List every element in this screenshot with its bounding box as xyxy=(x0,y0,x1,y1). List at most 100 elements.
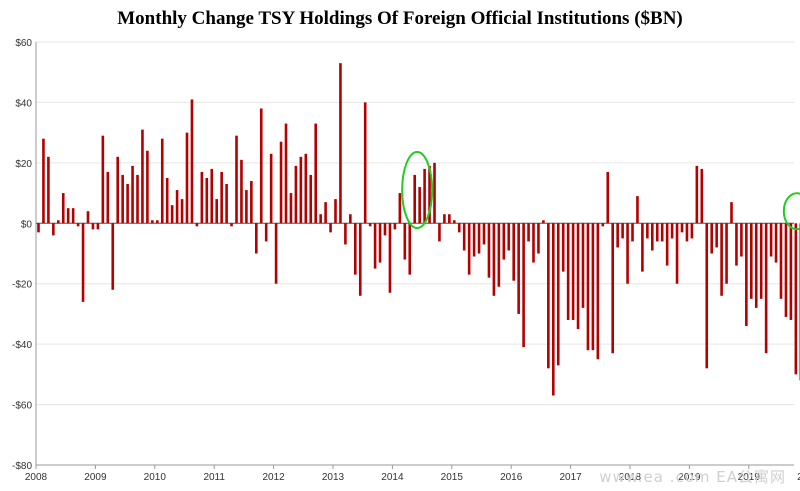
bar xyxy=(66,208,70,224)
x-tick-label: 2015 xyxy=(441,472,464,483)
bar xyxy=(220,171,223,224)
bar xyxy=(665,223,669,266)
bar xyxy=(477,223,481,254)
bar xyxy=(37,223,40,233)
bar xyxy=(621,223,624,239)
bar xyxy=(423,168,426,224)
bar xyxy=(631,223,634,242)
bar xyxy=(195,223,199,227)
bar xyxy=(611,223,614,354)
bar xyxy=(586,223,590,351)
bar xyxy=(373,223,377,269)
bar xyxy=(279,141,283,224)
bar xyxy=(626,223,629,284)
bar xyxy=(264,223,268,242)
bar xyxy=(453,220,456,224)
highlight-ellipse xyxy=(782,192,800,231)
bar xyxy=(571,223,575,320)
bar xyxy=(660,223,664,242)
bar xyxy=(492,223,496,296)
bar xyxy=(309,174,313,224)
bar xyxy=(91,223,95,230)
bar xyxy=(413,174,416,224)
bar xyxy=(319,214,322,224)
bar xyxy=(160,138,164,224)
bar xyxy=(725,223,728,284)
bar xyxy=(581,223,585,308)
bar xyxy=(769,223,773,257)
bar xyxy=(641,223,644,272)
bar xyxy=(784,223,788,317)
bar xyxy=(472,223,476,257)
bar xyxy=(448,214,451,224)
bar xyxy=(685,223,689,242)
bar xyxy=(250,180,253,224)
bar xyxy=(398,193,402,224)
bar xyxy=(42,138,45,224)
bar xyxy=(383,223,387,236)
bar xyxy=(764,223,768,354)
bar xyxy=(462,223,466,251)
bar xyxy=(314,123,317,224)
bar xyxy=(205,177,209,224)
bar xyxy=(240,159,243,224)
bar xyxy=(299,156,303,224)
bar xyxy=(759,223,763,299)
watermark: www.ea .com EA公寓网 xyxy=(599,468,786,486)
bar xyxy=(185,132,189,224)
bar xyxy=(695,165,699,224)
bar xyxy=(230,223,233,227)
bar xyxy=(324,202,327,224)
bar xyxy=(457,223,461,233)
bar xyxy=(146,150,149,224)
x-tick-label: 2013 xyxy=(322,472,345,483)
bar xyxy=(710,223,713,254)
bar xyxy=(358,223,362,296)
bar xyxy=(779,223,783,299)
bar xyxy=(235,135,238,224)
bar xyxy=(378,223,382,263)
bar xyxy=(616,223,619,248)
x-tick-label: 2014 xyxy=(381,472,404,483)
bar xyxy=(344,223,347,245)
bar xyxy=(740,223,743,257)
bar xyxy=(116,156,119,224)
x-tick-label: 2009 xyxy=(84,472,107,483)
bar xyxy=(165,177,169,224)
bar xyxy=(368,223,372,227)
bar xyxy=(527,223,530,242)
bar xyxy=(438,223,441,242)
bar xyxy=(774,223,778,263)
bar xyxy=(655,223,659,242)
x-tick-label: 2019 xyxy=(678,472,701,483)
bar xyxy=(497,223,501,287)
bar xyxy=(61,193,65,224)
bar xyxy=(111,223,115,290)
bar xyxy=(794,223,798,375)
bar xyxy=(566,223,570,320)
bar xyxy=(156,220,159,224)
bar xyxy=(329,223,332,233)
bar xyxy=(354,223,357,275)
bar xyxy=(81,223,85,302)
bar xyxy=(502,223,506,260)
bar xyxy=(418,187,421,224)
y-tick-label: -$60 xyxy=(12,401,32,412)
bar xyxy=(101,135,105,224)
bar xyxy=(255,223,258,254)
x-tick-label: 2008 xyxy=(25,472,48,483)
bar xyxy=(670,223,674,239)
bar xyxy=(121,174,124,224)
bar xyxy=(190,99,194,224)
bar xyxy=(735,223,738,266)
bar xyxy=(646,223,649,239)
bar xyxy=(754,223,758,308)
bar xyxy=(522,223,525,348)
bar xyxy=(561,223,565,272)
bar xyxy=(443,214,446,224)
bar xyxy=(388,223,392,293)
bar xyxy=(433,162,436,224)
bar xyxy=(76,223,80,227)
